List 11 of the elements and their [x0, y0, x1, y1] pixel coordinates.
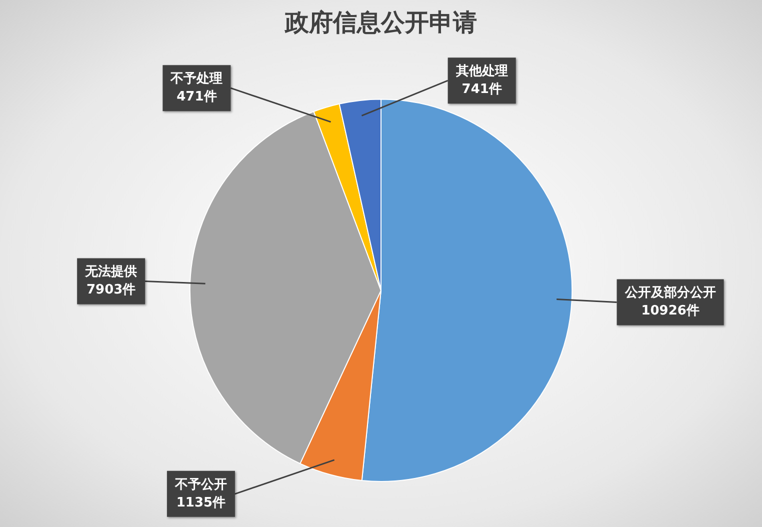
data-label: 471件	[176, 89, 217, 104]
data-label: 7903件	[86, 282, 136, 298]
data-label: 1135件	[176, 495, 226, 510]
slice-label: 公开及部分公开	[624, 284, 716, 301]
slice-label: 不予公开	[174, 477, 227, 492]
data-label: 10926件	[641, 304, 700, 319]
chart-title: 政府信息公开申请	[284, 8, 477, 37]
slice-label: 不予处理	[170, 71, 223, 86]
slice-label: 无法提供	[84, 264, 138, 280]
data-label: 741件	[462, 82, 502, 97]
slice-label: 其他处理	[454, 64, 508, 79]
